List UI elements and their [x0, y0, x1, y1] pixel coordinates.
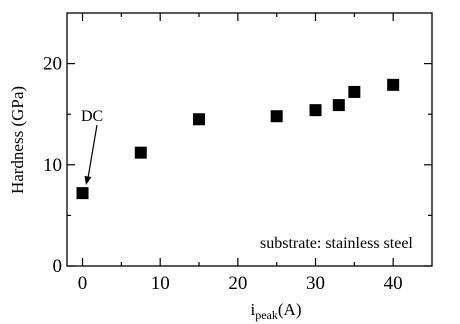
y-tick-label: 10 [43, 155, 62, 176]
dc-annotation: DC [81, 108, 103, 185]
data-point [270, 110, 283, 123]
data-point [76, 187, 89, 200]
annotation-dc-label: DC [81, 108, 103, 125]
y-tick-label: 20 [43, 54, 62, 75]
x-axis-label: ipeak(A) [251, 300, 302, 322]
data-point [309, 104, 322, 117]
data-point [134, 146, 147, 159]
x-tick-label: 30 [306, 273, 325, 294]
data-point [387, 78, 400, 91]
x-tick-label: 20 [228, 273, 247, 294]
x-label-sub: peak [255, 308, 278, 322]
tick-labels: 0 10 20 30 40 0 10 20 [43, 54, 403, 294]
x-tick-label: 10 [151, 273, 170, 294]
x-tick-label: 40 [384, 273, 403, 294]
data-points [76, 78, 400, 200]
x-label-unit: (A) [278, 300, 302, 319]
x-label-main: i [251, 300, 256, 319]
x-tick-label: 0 [78, 273, 88, 294]
annotation-arrow-head [84, 176, 92, 185]
plot-frame [66, 12, 433, 267]
y-tick-label: 0 [53, 256, 63, 277]
annotation-arrow [87, 124, 98, 179]
substrate-note: substrate: stainless steel [260, 235, 413, 252]
data-point [348, 85, 361, 98]
data-point [332, 99, 345, 112]
axis-ticks [67, 13, 432, 267]
y-axis-label: Hardness (GPa) [8, 86, 27, 194]
data-point [193, 113, 206, 126]
